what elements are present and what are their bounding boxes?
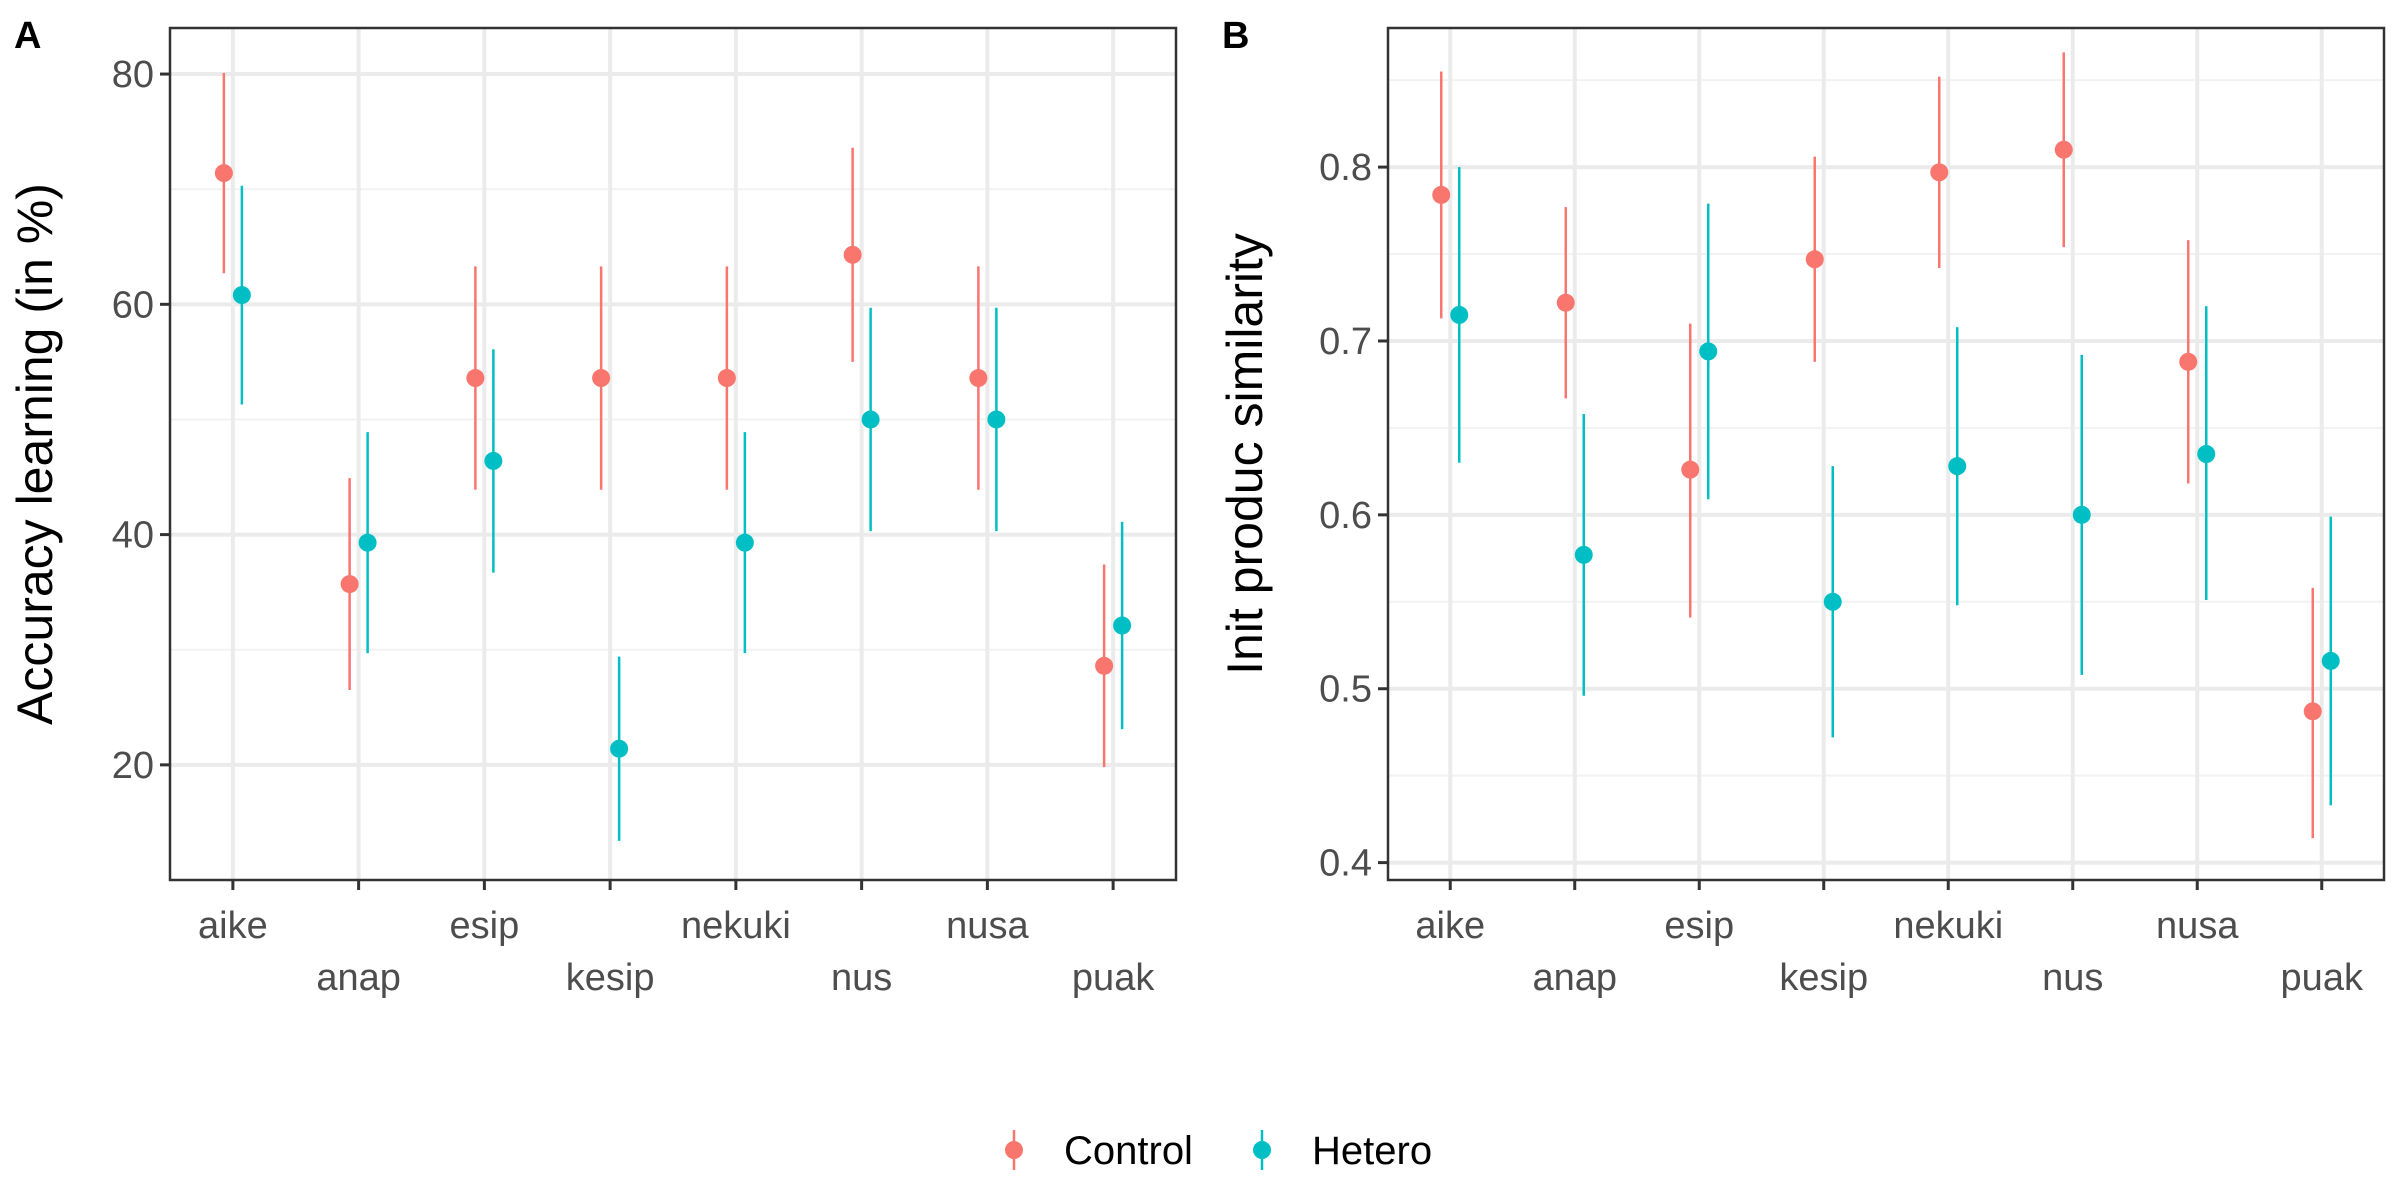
panel-b-frame xyxy=(1386,26,2386,882)
legend-key-point-hetero xyxy=(1253,1141,1271,1159)
panel-b-xtick-label-nusa: nusa xyxy=(2156,905,2239,947)
panel-b-point-hetero-kesip xyxy=(1823,592,1842,611)
legend-key-point-control xyxy=(1005,1141,1023,1159)
panel-a-point-hetero-nusa xyxy=(987,410,1006,429)
panel-b-ytick-label-4: 0.8 xyxy=(1319,147,1372,189)
panel-a-xtick-label-puak: puak xyxy=(1072,957,1155,999)
panel-b-point-hetero-aike xyxy=(1450,305,1469,324)
panel-a-tag: A xyxy=(14,15,41,57)
legend-label-hetero: Hetero xyxy=(1312,1129,1432,1173)
panel-b-point-hetero-anap xyxy=(1574,545,1593,564)
panel-b-point-hetero-puak xyxy=(2321,651,2340,670)
panel-a-point-control-nus xyxy=(843,245,862,264)
panel-b-point-control-kesip xyxy=(1805,250,1824,269)
panel-b-ytick-label-3: 0.7 xyxy=(1319,321,1372,363)
panel-b-point-hetero-esip xyxy=(1699,342,1718,361)
panel-b-tag: B xyxy=(1222,15,1249,57)
panel-b-xtick-label-aike: aike xyxy=(1415,905,1485,947)
panel-a-xtick-label-nusa: nusa xyxy=(946,905,1029,947)
panel-b-point-control-nus xyxy=(2054,140,2073,159)
panel-b-ytick-label-2: 0.6 xyxy=(1319,495,1372,537)
panel-a-point-control-puak xyxy=(1095,656,1114,675)
panel-b-xtick-label-nus: nus xyxy=(2042,957,2103,999)
panel-a: A 20 40 60 80 aike anap esip kesip nekuki nus nusa… xyxy=(7,15,1178,999)
panel-a-xtick-label-anap: anap xyxy=(316,957,401,999)
panel-b-xtick-label-kesip: kesip xyxy=(1779,957,1868,999)
panel-a-xtick-label-nus: nus xyxy=(831,957,892,999)
panel-b-y-axis-title: Init produc similarity xyxy=(1217,233,1273,675)
panel-a-point-hetero-nus xyxy=(861,410,880,429)
panel-a-point-hetero-aike xyxy=(232,286,251,305)
panel-a-xtick-label-nekuki: nekuki xyxy=(681,905,791,947)
panel-a-point-hetero-esip xyxy=(484,451,503,470)
panel-a-xtick-label-kesip: kesip xyxy=(566,957,655,999)
legend: Control Hetero xyxy=(1005,1129,1432,1173)
panel-b: B 0.4 0.5 0.6 0.7 0.8 aike anap esip kesip nekuki… xyxy=(1217,15,2386,999)
panel-a-y-axis-title: Accuracy learning (in %) xyxy=(7,183,63,725)
panel-b-xtick-label-esip: esip xyxy=(1664,905,1734,947)
panel-a-point-hetero-anap xyxy=(358,533,377,552)
panel-b-xtick-label-puak: puak xyxy=(2281,957,2364,999)
panel-a-ytick-label-2: 60 xyxy=(112,284,154,326)
panel-a-xtick-label-aike: aike xyxy=(198,905,268,947)
legend-label-control: Control xyxy=(1064,1129,1193,1173)
panel-a-point-hetero-nekuki xyxy=(735,533,754,552)
panel-a-point-hetero-puak xyxy=(1113,616,1132,635)
panel-a-frame xyxy=(168,26,1178,882)
panel-a-point-control-nekuki xyxy=(717,369,736,388)
panel-b-point-hetero-nusa xyxy=(2197,445,2216,463)
panel-a-ytick-label-1: 40 xyxy=(112,515,154,557)
panel-b-point-control-nekuki xyxy=(1930,163,1949,182)
panel-a-point-control-anap xyxy=(340,575,359,594)
panel-b-point-control-esip xyxy=(1681,460,1700,479)
panel-a-ytick-label-3: 80 xyxy=(112,54,154,96)
panel-b-point-control-puak xyxy=(2303,702,2322,721)
panel-b-point-control-aike xyxy=(1432,185,1451,204)
panel-b-xtick-label-anap: anap xyxy=(1532,957,1617,999)
panel-b-point-control-anap xyxy=(1556,293,1575,312)
panel-a-point-control-aike xyxy=(214,164,233,183)
panel-b-ytick-label-0: 0.4 xyxy=(1319,843,1372,885)
panel-b-ytick-label-1: 0.5 xyxy=(1319,669,1372,711)
panel-b-point-control-nusa xyxy=(2179,352,2198,371)
panel-b-xtick-label-nekuki: nekuki xyxy=(1893,905,2003,947)
panel-a-xtick-label-esip: esip xyxy=(450,905,520,947)
panel-b-point-hetero-nus xyxy=(2072,505,2091,524)
panel-a-ytick-label-0: 20 xyxy=(112,745,154,787)
panel-a-point-hetero-kesip xyxy=(610,739,629,758)
panel-b-point-hetero-nekuki xyxy=(1948,457,1967,476)
panel-a-point-control-kesip xyxy=(592,369,611,388)
panel-a-point-control-nusa xyxy=(969,369,988,388)
panel-a-point-control-esip xyxy=(466,369,485,388)
